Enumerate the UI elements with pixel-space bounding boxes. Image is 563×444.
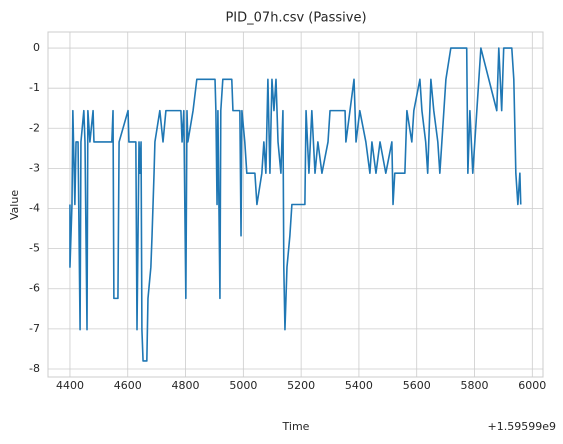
x-tick-label: 5200 [287, 379, 315, 392]
x-tick-label: 4400 [56, 379, 84, 392]
x-offset-label: +1.59599e9 [488, 420, 556, 433]
y-tick-label: -2 [29, 121, 40, 134]
y-tick-label: -1 [29, 81, 40, 94]
y-tick-label: -3 [29, 161, 40, 174]
x-tick-label: 4800 [172, 379, 200, 392]
y-tick-label: 0 [33, 41, 40, 54]
y-axis-label: Value [8, 190, 21, 220]
x-axis-label: Time [282, 420, 310, 433]
x-tick-label: 4600 [114, 379, 142, 392]
x-tick-label: 6000 [518, 379, 546, 392]
x-tick-label: 5400 [345, 379, 373, 392]
y-tick-label: -8 [29, 362, 40, 375]
y-tick-label: -7 [29, 322, 40, 335]
x-tick-label: 5000 [229, 379, 257, 392]
x-tick-label: 5600 [403, 379, 431, 392]
plot-frame [47, 31, 544, 378]
y-tick-label: -5 [29, 242, 40, 255]
data-line [69, 47, 522, 362]
y-tick-label: -4 [29, 202, 40, 215]
chart-title: PID_07h.csv (Passive) [225, 11, 366, 26]
x-tick-label: 5800 [461, 379, 489, 392]
y-tick-label: -6 [29, 282, 40, 295]
